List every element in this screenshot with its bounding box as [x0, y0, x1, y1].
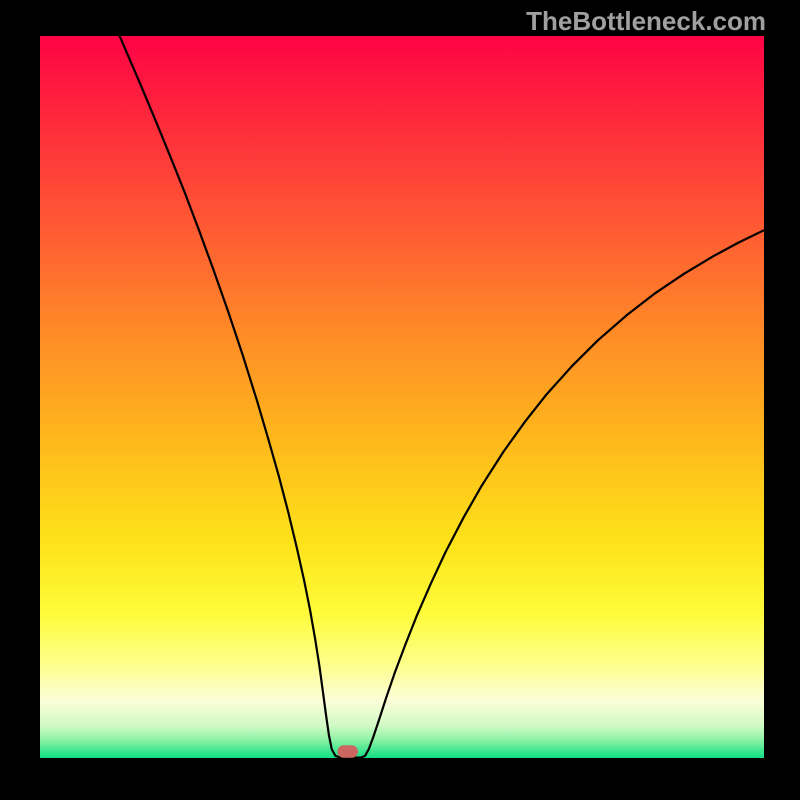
plot-area	[38, 34, 762, 756]
watermark-text: TheBottleneck.com	[526, 6, 766, 37]
chart-svg	[40, 36, 764, 758]
canvas: TheBottleneck.com	[0, 0, 800, 800]
chart-background	[40, 36, 764, 758]
optimal-marker	[338, 746, 358, 758]
